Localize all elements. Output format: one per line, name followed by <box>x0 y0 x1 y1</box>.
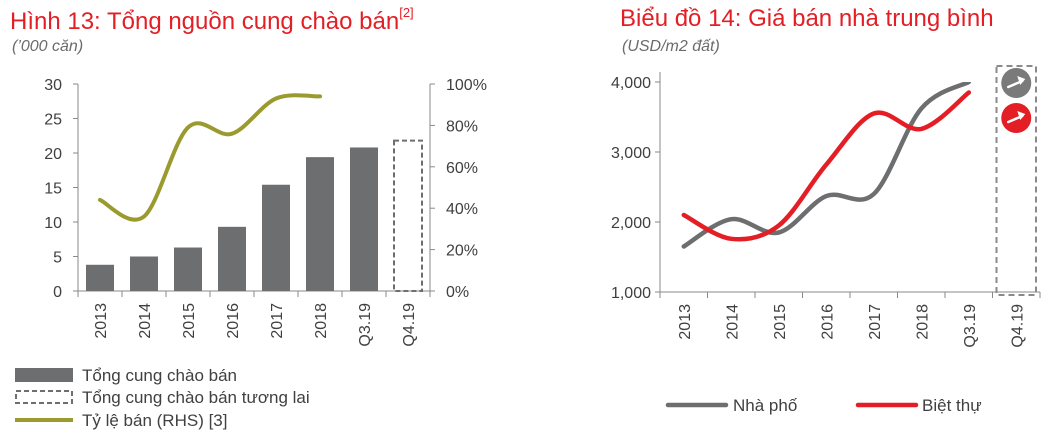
right-chart-title: Biểu đồ 14: Giá bán nhà trung bình <box>620 5 994 32</box>
townhouse-price-line <box>681 82 972 249</box>
right-x-tick-label: 2013 <box>677 304 694 340</box>
forecast-box <box>995 65 1037 296</box>
left-x-tick-label: 2018 <box>313 303 330 339</box>
arrow-head <box>1017 111 1026 120</box>
left-y-tick-label: 5 <box>53 250 62 267</box>
right-legend: Nhà phố Biệt thự <box>665 396 982 415</box>
arrow-head <box>1017 76 1026 85</box>
legend-label-villa: Biệt thự <box>922 396 982 415</box>
villa-forecast-marker <box>1001 103 1032 133</box>
legend-label-sell-rate: Tỷ lệ bán (RHS) [3] <box>82 411 228 430</box>
right-y-tick-label: 2,000 <box>611 215 651 232</box>
right-x-tick-label: Q4.19 <box>1009 304 1026 348</box>
supply-bar <box>130 256 158 291</box>
supply-bar <box>350 147 378 291</box>
right-x-tick-label: 2014 <box>724 304 741 340</box>
left-x-tick-label: Q4.19 <box>401 303 418 347</box>
left-y-tick-label: 15 <box>44 181 62 198</box>
up-arrow-icon <box>1007 111 1026 124</box>
legend-label-future-supply: Tổng cung chào bán tương lai <box>82 388 310 407</box>
future-supply-bar <box>393 139 423 292</box>
right-y-tick-label: 1,000 <box>611 285 651 302</box>
left-y-tick-label: 0 <box>53 284 62 301</box>
left-y2-tick-label: 0% <box>446 284 469 301</box>
legend-label-supply: Tổng cung chào bán <box>82 366 237 385</box>
left-chart-title: Hình 13: Tổng nguồn cung chào bán[2] <box>10 5 414 35</box>
left-y2-tick-label: 40% <box>446 201 478 218</box>
legend-label-townhouse: Nhà phố <box>733 396 798 415</box>
right-x-tick-label: 2016 <box>819 304 836 340</box>
legend-swatch-supply <box>15 368 73 382</box>
left-legend: Tổng cung chào bán Tổng cung chào bán tươ… <box>15 366 310 430</box>
right-chart: 1,000 2,000 3,000 4,000 2013 2014 2015 2016 2017… <box>611 65 1041 415</box>
right-x-tick-label: 2017 <box>867 304 884 340</box>
townhouse-forecast-marker <box>1001 68 1032 98</box>
left-x-tick-label: 2017 <box>269 303 286 339</box>
supply-bar <box>174 247 202 291</box>
right-y-tick-label: 4,000 <box>611 75 651 92</box>
supply-bar <box>306 157 334 291</box>
left-x-tick-label: 2015 <box>181 303 198 339</box>
legend-swatch-future-supply <box>15 390 73 404</box>
up-arrow-icon <box>1007 76 1026 89</box>
right-y-tick-label: 3,000 <box>611 145 651 162</box>
supply-bar <box>86 264 114 291</box>
left-y-tick-label: 10 <box>44 215 62 232</box>
left-y-tick-label: 30 <box>44 77 62 94</box>
right-x-tick-label: 2015 <box>772 304 789 340</box>
supply-bar <box>218 226 246 291</box>
sell-rate-line <box>98 93 322 222</box>
right-x-tick-label: 2018 <box>914 304 931 340</box>
left-y-tick-label: 20 <box>44 146 62 163</box>
left-x-tick-label: 2014 <box>137 303 154 339</box>
left-x-tick-label: 2013 <box>93 303 110 339</box>
left-chart: 0 5 10 15 20 25 30 0% 20% 40% 60% 80% 100% 2013 2014 20… <box>15 77 487 430</box>
left-x-tick-label: Q3.19 <box>357 303 374 347</box>
left-y2-tick-label: 100% <box>446 77 487 94</box>
left-x-tick-label: 2016 <box>225 303 242 339</box>
left-y-tick-label: 25 <box>44 112 62 129</box>
supply-bar <box>262 184 290 291</box>
villa-price-line <box>681 90 972 242</box>
left-y2-tick-label: 60% <box>446 160 478 177</box>
right-chart-subtitle: (USD/m2 đất) <box>622 38 720 55</box>
left-y2-tick-label: 80% <box>446 118 478 135</box>
right-x-tick-label: Q3.19 <box>962 304 979 348</box>
left-y2-tick-label: 20% <box>446 243 478 260</box>
left-chart-title-ref: [2] <box>399 5 414 20</box>
left-chart-subtitle: (’000 căn) <box>12 38 84 55</box>
